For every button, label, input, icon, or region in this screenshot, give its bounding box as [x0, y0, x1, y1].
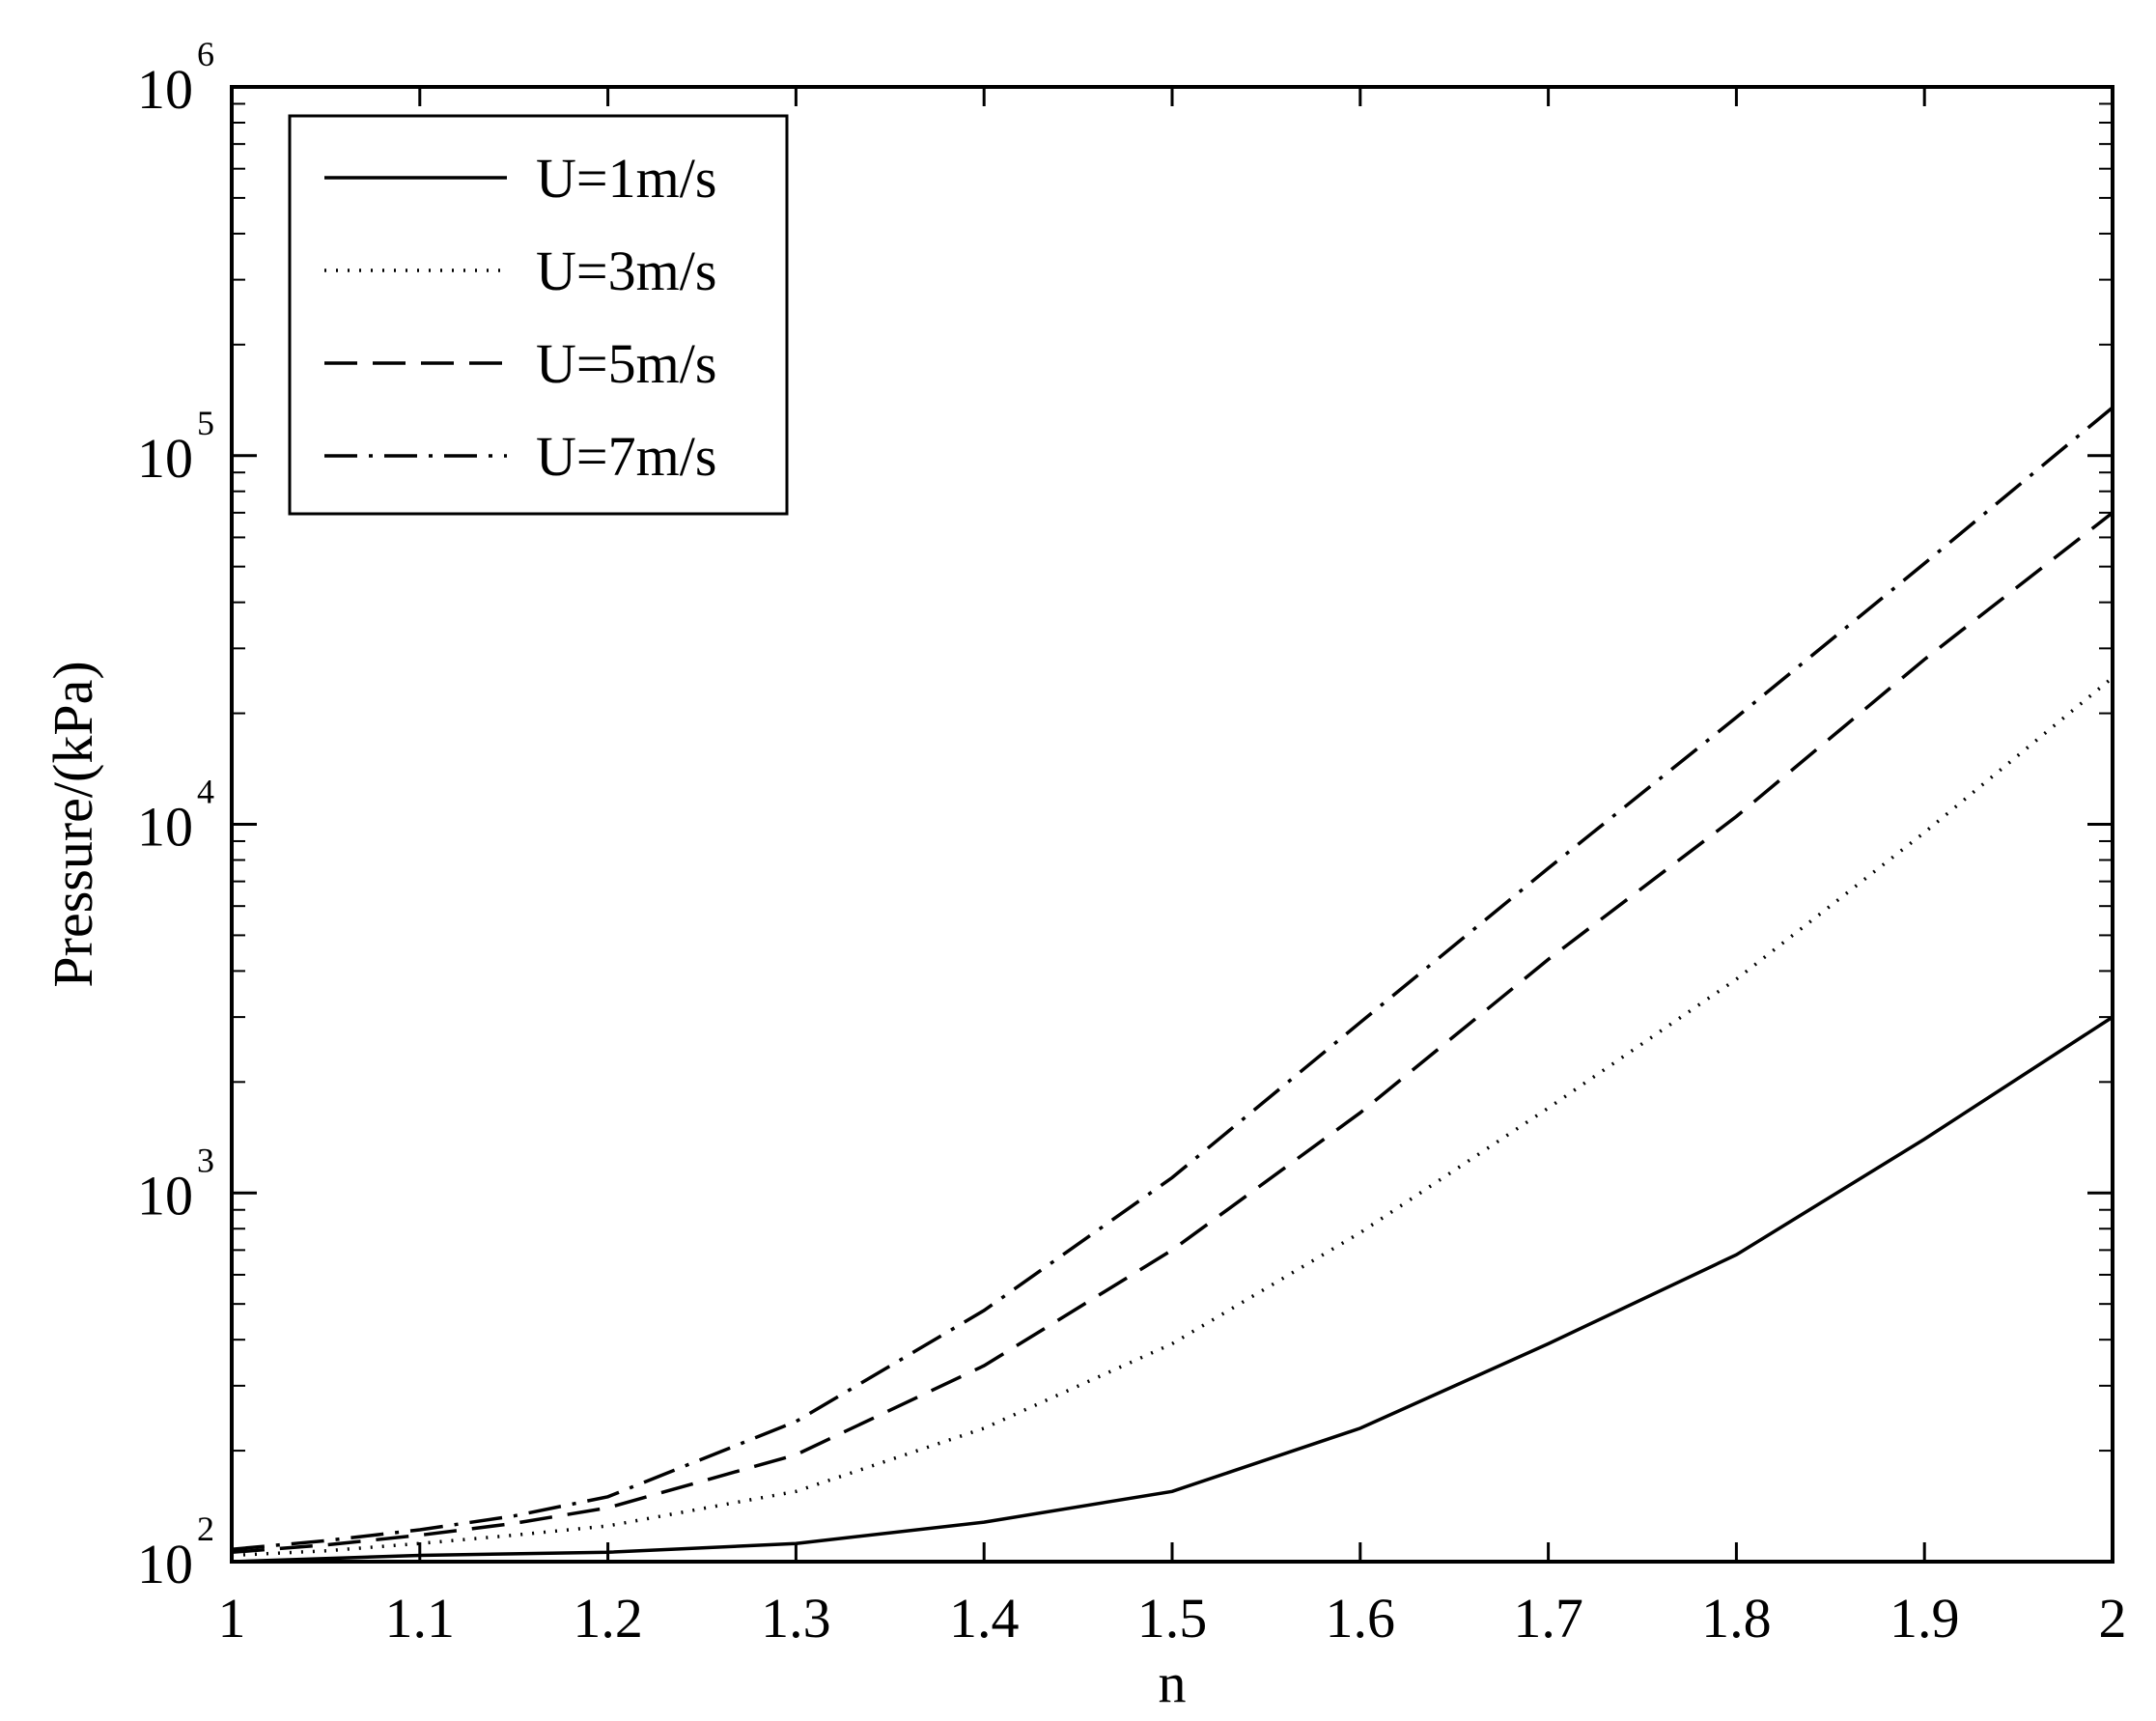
- major-ticks: [230, 85, 2114, 1564]
- y-tick-label-exponent: 5: [197, 404, 214, 442]
- x-tick-label: 1.6: [1326, 1587, 1396, 1650]
- x-tick-label: 1.9: [1890, 1587, 1960, 1650]
- legend-label-3: U=5m/s: [536, 332, 716, 395]
- x-tick-label: 1.1: [385, 1587, 456, 1650]
- y-tick-label: 10: [137, 58, 193, 121]
- y-tick-label: 10: [137, 427, 193, 490]
- legend-label-1: U=1m/s: [536, 147, 716, 210]
- x-tick-label: 1: [218, 1587, 246, 1650]
- y-tick-label: 10: [137, 796, 193, 859]
- y-tick-label-exponent: 2: [197, 1509, 214, 1548]
- x-axis-title: n: [1159, 1651, 1187, 1714]
- y-tick-label: 10: [137, 1164, 193, 1227]
- legend: U=1m/s U=3m/s U=5m/s U=7m/s: [288, 114, 789, 516]
- x-tick-label: 2: [2099, 1587, 2127, 1650]
- series-lines: [231, 406, 2114, 1564]
- y-axis-title: Pressure/(kPa): [42, 661, 104, 987]
- x-tick-label: 1.7: [1513, 1587, 1583, 1650]
- x-tick-label: 1.2: [573, 1587, 643, 1650]
- series-line-1: [231, 1015, 2114, 1564]
- legend-label-2: U=3m/s: [536, 240, 716, 302]
- x-tick-label: 1.3: [761, 1587, 831, 1650]
- y-tick-label: 10: [137, 1533, 193, 1595]
- series-line-4: [231, 406, 2114, 1551]
- legend-box: [288, 114, 789, 516]
- y-tick-label-exponent: 4: [197, 773, 214, 811]
- y-tick-label-exponent: 6: [197, 35, 214, 73]
- x-tick-label: 1.5: [1137, 1587, 1208, 1650]
- x-tick-label: 1.4: [949, 1587, 1020, 1650]
- legend-label-4: U=7m/s: [536, 425, 716, 488]
- minor-ticks: [232, 102, 2113, 1453]
- y-tick-label-exponent: 3: [197, 1141, 214, 1179]
- series-line-3: [231, 511, 2114, 1555]
- x-tick-label: 1.8: [1701, 1587, 1772, 1650]
- x-tick-labels: 1 1.1 1.2 1.3 1.4 1.5 1.6 1.7 1.8 1.9 2: [218, 1587, 2127, 1650]
